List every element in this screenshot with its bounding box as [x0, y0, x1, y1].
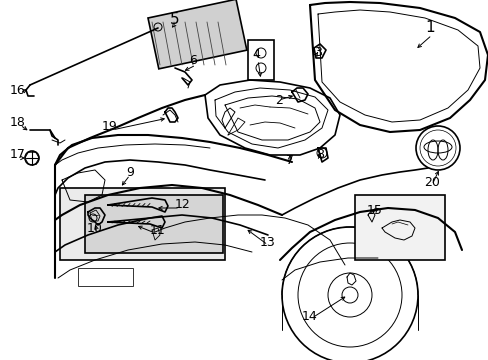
Text: 8: 8	[315, 148, 324, 162]
Text: 12: 12	[175, 198, 190, 211]
Text: 18: 18	[10, 116, 26, 129]
Text: 19: 19	[102, 121, 118, 134]
Text: 17: 17	[10, 148, 26, 162]
Text: 1: 1	[425, 21, 434, 36]
Text: 5: 5	[170, 13, 180, 27]
Bar	[78, 268, 133, 286]
FancyBboxPatch shape	[60, 188, 224, 260]
Text: 16: 16	[10, 84, 26, 96]
FancyBboxPatch shape	[85, 195, 223, 253]
Text: 20: 20	[423, 175, 439, 189]
Text: 14: 14	[302, 310, 317, 323]
Bar	[354, 195, 444, 260]
Text: 13: 13	[260, 235, 275, 248]
Text: 11: 11	[150, 224, 165, 237]
Bar	[247, 40, 273, 80]
Text: 7: 7	[285, 153, 293, 166]
Text: 2: 2	[274, 94, 283, 107]
Text: 15: 15	[366, 203, 382, 216]
Text: 10: 10	[87, 221, 103, 234]
Bar	[148, 0, 246, 69]
Text: 4: 4	[251, 49, 260, 62]
Text: 3: 3	[313, 45, 321, 58]
Text: 9: 9	[126, 166, 134, 179]
Text: 6: 6	[189, 54, 197, 67]
